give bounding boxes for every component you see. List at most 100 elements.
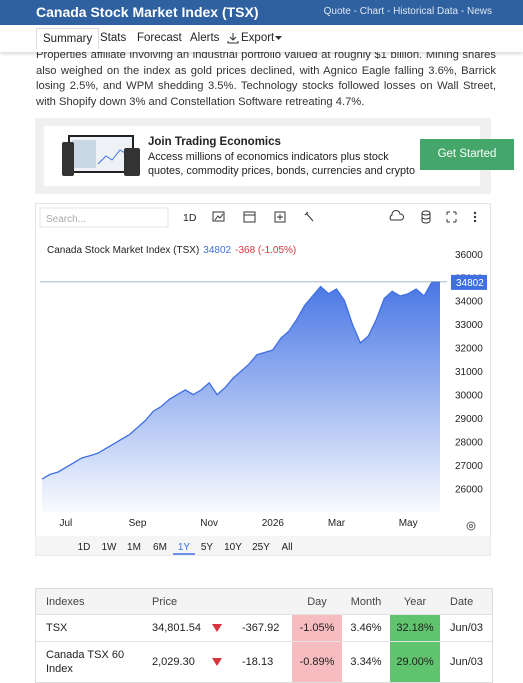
export-icon [227,33,239,44]
line [41,281,440,480]
cell-text: Jun/03 [450,656,484,668]
table-cell: Canada TSX 60 Index [36,642,142,682]
header-cell: Price [142,589,212,614]
y-tick-label: 36000 [455,250,483,261]
x-tick-label: Mar [328,518,346,529]
cell-text: 3.34% [350,656,382,668]
cell-text: 32.18% [396,622,434,634]
header-text: Indexes [46,595,85,608]
table-cell: 34,801.54 [142,615,212,641]
promo-image [62,135,140,176]
interval[interactable]: 1D [183,212,197,224]
tab[interactable]: Alerts [190,32,220,44]
table-header: Indexes Price Day Month Year Date [36,589,492,614]
header-text: Price [152,595,178,608]
header-cell: Day [292,589,342,614]
article-text: Properties affiliate involving an indust… [36,49,496,108]
page-title[interactable]: Canada Stock Market Index (TSX) [36,4,259,20]
range-bar [35,536,491,556]
legend-change: -368 (-1.05%) [235,245,296,256]
table-row: Canada TSX 60 Index 2,029.30 -18.13 -0.89% 3… [36,641,492,682]
range-button[interactable]: All [281,542,292,553]
settings-icon [466,521,476,531]
down-arrow [212,624,222,632]
header-cell: Year [390,589,440,614]
toolbar-icons [212,210,457,224]
range-button[interactable]: 5Y [201,542,214,553]
y-tick-label: 30000 [455,391,483,402]
cell-text: 29.00% [396,656,434,668]
tab[interactable]: Stats [100,32,127,44]
table-cell: TSX [36,615,142,641]
legend-value: 34802 [203,245,231,256]
search-placeholder: Search... [46,214,86,225]
tab[interactable]: Forecast [137,32,182,44]
header-text: Month [350,595,382,608]
menu-icon [473,211,477,223]
header-cell: Month [342,589,390,614]
table-cell: 2,029.30 [142,642,212,682]
table-cell: 32.18% [390,615,440,641]
cell-text: -0.89% [299,656,335,668]
down-arrow [212,658,222,666]
x-tick-label: May [399,518,418,529]
y-tick-label: 27000 [455,461,483,472]
x-tick-label: 2026 [262,518,285,529]
table-cell: Jun/03 [440,642,492,682]
x-tick-label: Nov [200,518,218,529]
cell-text: 2,029.30 [152,656,195,668]
y-tick-label: 28000 [455,438,483,449]
last-value-box [451,274,487,290]
cell-text: Jun/03 [450,622,484,634]
table-cell: -367.92 [212,615,282,641]
table-cell: 3.34% [342,642,390,682]
tab[interactable]: Summary [36,28,100,49]
x-tick-label: Jul [59,518,72,529]
table-cell: Jun/03 [440,615,492,641]
table-cell: 29.00% [390,642,440,682]
nav-links[interactable]: Quote - Chart - Historical Data - News [323,6,492,17]
promo: Join Trading Economics Access millions o… [35,118,514,194]
cell-text: -18.13 [242,656,274,668]
top-bar: Canada Stock Market Index (TSX) Quote - … [0,0,523,25]
table-cell: -1.05% [292,615,342,641]
chart: Search... 1D Canada Stock Market Index (… [35,203,491,556]
x-tick-label: Sep [129,518,147,529]
header-cell: Indexes [36,589,142,614]
header-text: Day [307,595,327,608]
caret [275,36,282,40]
range-button[interactable]: 1M [127,542,141,553]
area [42,281,440,512]
y-tick-label: 29000 [455,414,483,425]
range-button[interactable]: 1W [102,542,118,553]
y-tick-label: 26000 [455,485,483,496]
range-button[interactable]: 6M [153,542,167,553]
table-cell: 3.46% [342,615,390,641]
promo-text: Access millions of economics indicators … [148,151,416,177]
cell-text: -1.05% [299,622,335,634]
header-text: Year [403,595,427,608]
cell-text: Canada TSX 60 Index [46,649,125,675]
tab[interactable]: Export [241,32,275,44]
cell-text: TSX [46,622,68,634]
header-cell [212,589,292,614]
promo-title: Join Trading Economics [148,136,281,148]
range-button[interactable]: 25Y [252,542,270,553]
legend: Canada Stock Market Index (TSX) 34802 -368… [47,245,296,256]
tab-bar: Summary Stats Forecast Alerts Export [0,25,523,52]
header-text: Date [450,595,474,608]
range-button[interactable]: 1Y [178,542,191,553]
table-row: TSX 34,801.54 -367.92 -1.05% 3.46% 32.18% Jun/… [36,614,492,641]
search-box[interactable] [39,207,169,228]
index-table: Indexes Price Day Month Year Date TSX 34,801.54… [35,588,493,683]
cell-text: 3.46% [350,622,382,634]
table-cell: -0.89% [292,642,342,682]
promo-button[interactable]: Get Started [420,139,514,170]
range-button[interactable]: 1D [78,542,91,553]
y-tick-label: 34000 [455,297,483,308]
last-value-label: 34802 [456,278,484,289]
cell-text: 34,801.54 [152,622,201,634]
range-button[interactable]: 10Y [224,542,242,553]
y-tick-label: 31000 [455,367,483,378]
